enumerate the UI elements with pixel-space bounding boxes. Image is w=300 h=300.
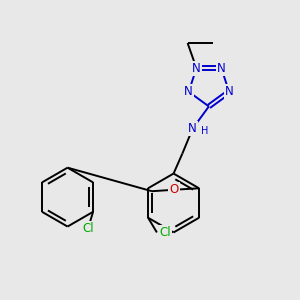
Text: Cl: Cl — [83, 221, 94, 235]
Text: O: O — [169, 183, 179, 196]
Text: N: N — [217, 61, 226, 75]
Text: N: N — [184, 85, 193, 98]
Text: N: N — [188, 122, 197, 135]
Text: N: N — [192, 61, 201, 75]
Text: N: N — [225, 85, 233, 98]
Text: H: H — [201, 126, 208, 136]
Text: Cl: Cl — [160, 226, 172, 239]
